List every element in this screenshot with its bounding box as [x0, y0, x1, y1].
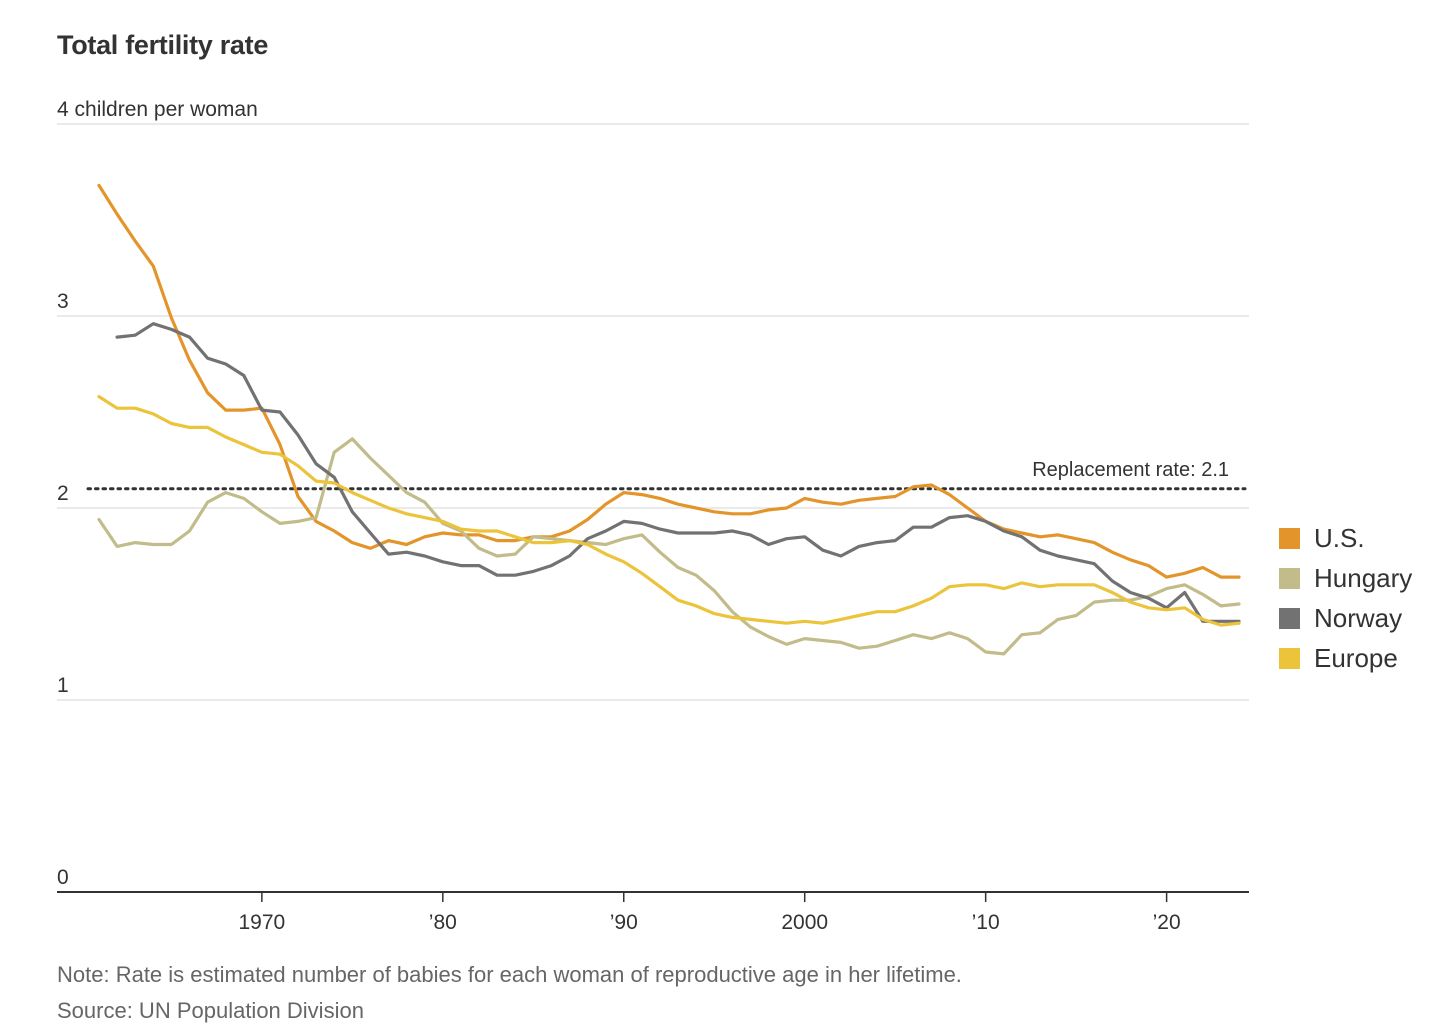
series-lines: [97, 183, 1241, 656]
legend-item-us: U.S.: [1279, 518, 1412, 558]
legend-label-norway: Norway: [1314, 602, 1403, 633]
y-tick-label-2: 2: [57, 482, 69, 505]
y-tick-label-3: 3: [57, 290, 69, 313]
legend-swatch-europe: [1279, 647, 1300, 669]
x-tick-label-2020: ’20: [1153, 911, 1181, 934]
series-line-us: [97, 183, 1241, 579]
replacement-rate-reference: Replacement rate: 2.1: [86, 459, 1247, 491]
footnote: Note: Rate is estimated number of babies…: [57, 962, 962, 987]
x-axis: 1970 ’80 ’90 2000 ’10 ’20: [57, 891, 1249, 934]
x-tick-label-1980: ’80: [429, 911, 457, 934]
reference-line-label: Replacement rate: 2.1: [1032, 459, 1229, 481]
legend-item-hungary: Hungary: [1279, 558, 1412, 598]
legend-label-europe: Europe: [1314, 642, 1398, 673]
source-line: Source: UN Population Division: [57, 998, 364, 1023]
series-line-hungary: [97, 437, 1241, 656]
legend-label-us: U.S.: [1314, 522, 1365, 553]
x-tick-label-1970: 1970: [238, 911, 285, 934]
gridlines: [57, 123, 1249, 701]
y-tick-label-1: 1: [57, 674, 69, 697]
y-tick-label-0: 0: [57, 866, 69, 889]
x-tick-label-2010: ’10: [972, 911, 1000, 934]
y-axis-ticks: 4 children per woman 3 2 1 0: [57, 98, 258, 889]
x-tick-label-1990: ’90: [610, 911, 638, 934]
y-tick-label-4: 4 children per woman: [57, 98, 258, 121]
legend-item-europe: Europe: [1279, 638, 1412, 678]
series-line-europe: [97, 395, 1241, 627]
series-line-norway: [115, 322, 1241, 623]
legend: U.S. Hungary Norway Europe: [1279, 518, 1412, 678]
chart-title: Total fertility rate: [57, 30, 269, 60]
legend-swatch-norway: [1279, 607, 1300, 629]
legend-label-hungary: Hungary: [1314, 562, 1413, 593]
legend-item-norway: Norway: [1279, 598, 1412, 638]
legend-swatch-us: [1279, 527, 1300, 549]
x-tick-label-2000: 2000: [781, 911, 828, 934]
legend-swatch-hungary: [1279, 567, 1300, 589]
